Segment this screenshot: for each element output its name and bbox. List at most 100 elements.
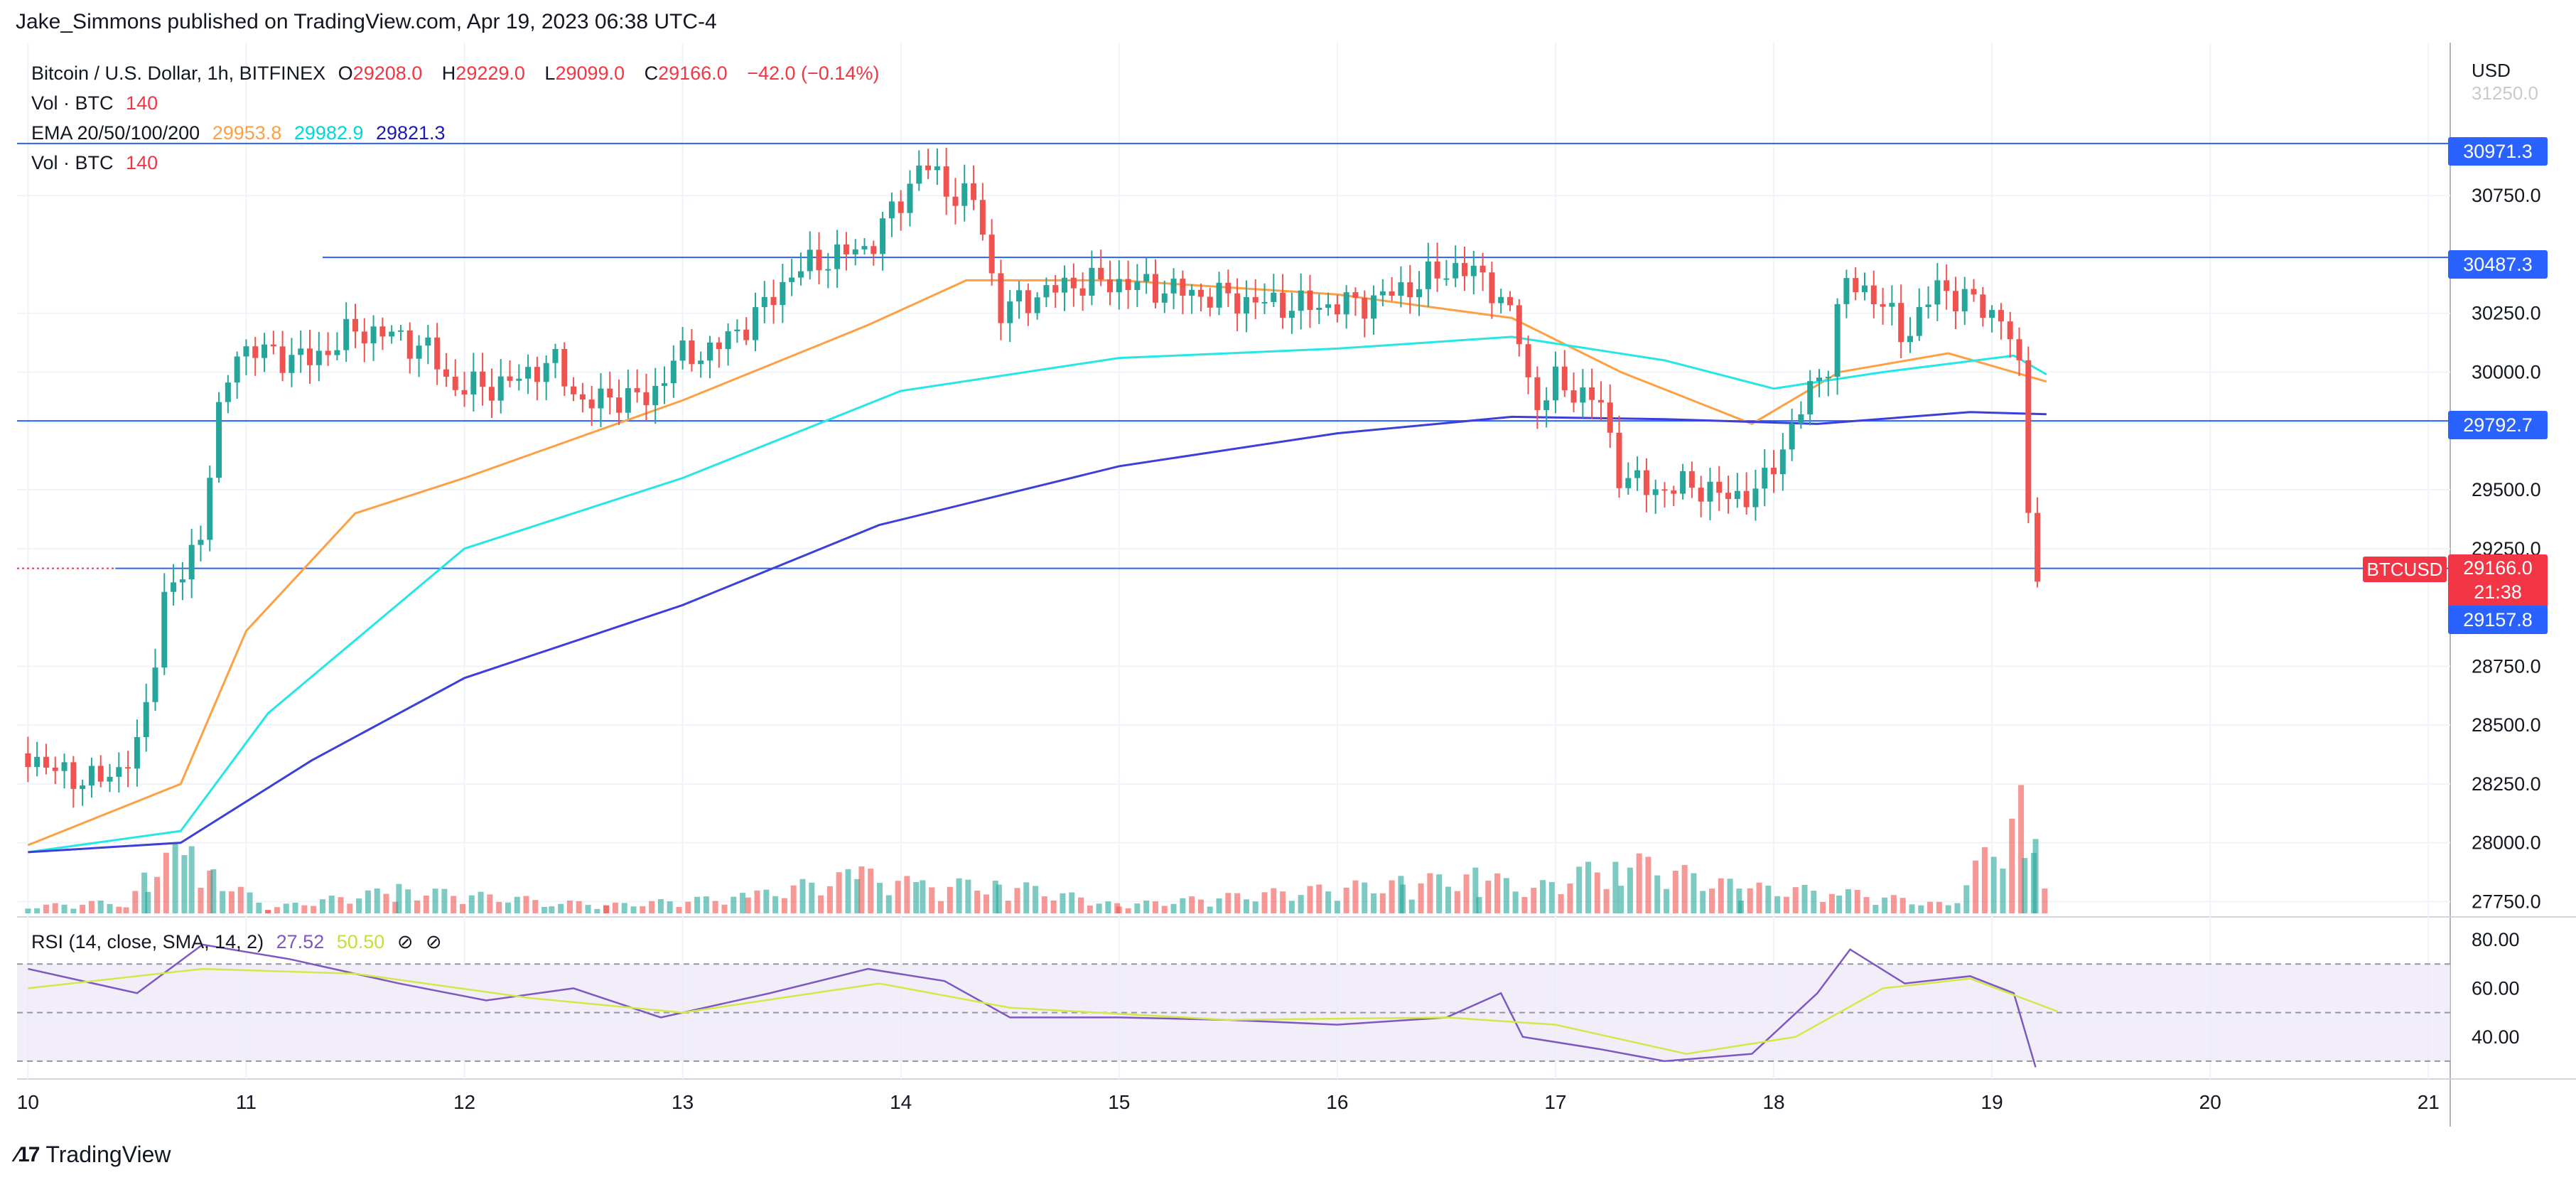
volume-label[interactable]: Vol · BTC [31, 92, 114, 114]
candle-body [1843, 278, 1850, 304]
volume-bar [145, 891, 151, 913]
ema-label[interactable]: EMA 20/50/100/200 [31, 122, 200, 144]
candle-body [607, 388, 613, 398]
volume-bar [920, 880, 926, 913]
volume-bar [1170, 903, 1177, 913]
candle-body [1343, 292, 1349, 315]
volume-bar [576, 901, 582, 913]
volume-label-2[interactable]: Vol · BTC [31, 152, 114, 173]
ema50-value: 29982.9 [293, 122, 364, 144]
circle-slash-icon[interactable]: ⊘ [425, 931, 442, 952]
volume-bar [854, 879, 861, 913]
candle-body [416, 345, 422, 359]
candle-body [161, 591, 168, 668]
candle-body [2007, 321, 2013, 340]
close-label: C [644, 63, 659, 84]
candle-body [361, 331, 367, 344]
volume-bar [1494, 873, 1501, 913]
candle-body [171, 582, 177, 592]
rsi-label[interactable]: RSI (14, close, SMA, 14, 2) [31, 931, 264, 952]
circle-slash-icon[interactable]: ⊘ [397, 931, 414, 952]
volume-bar [1503, 878, 1509, 913]
candle-body [80, 785, 86, 789]
candle-body [725, 331, 731, 350]
candle-body [1098, 267, 1104, 280]
candle-body [1898, 303, 1904, 343]
volume-bar [2009, 818, 2015, 913]
candle-body [1043, 285, 1050, 298]
candle-body [1752, 488, 1759, 508]
volume-bar [1727, 879, 1733, 913]
volume-bar [441, 888, 448, 913]
candle-body [1288, 311, 1295, 318]
candle-body [1980, 294, 1986, 318]
candle-body [598, 388, 604, 409]
candle-body [625, 388, 631, 413]
candle-body [852, 249, 858, 254]
volume-bar [1005, 901, 1011, 913]
candle-body [279, 346, 286, 373]
candle-body [116, 767, 122, 777]
candle-body [998, 273, 1004, 323]
time-tick-label: 17 [1544, 1091, 1566, 1113]
candle-body [761, 296, 767, 308]
bar-countdown: 21:38 [2474, 581, 2522, 603]
candle-body [1961, 289, 1968, 312]
candle-body [270, 344, 276, 347]
candle-body [389, 331, 395, 337]
candle-body [470, 371, 477, 395]
candle-body [698, 360, 704, 365]
volume-bar [141, 872, 148, 913]
volume-bar [913, 881, 920, 913]
volume-bar [1454, 891, 1460, 913]
volume-bar [1418, 883, 1424, 913]
candle-body [1652, 489, 1659, 495]
symbol-name[interactable]: Bitcoin / U.S. Dollar, 1h, BITFINEX [31, 63, 326, 84]
volume-bar [274, 907, 280, 913]
symbol-price-tag: BTCUSD [2363, 557, 2447, 582]
volume-bar [895, 881, 901, 913]
candle-body [871, 246, 877, 254]
ema20-value: 29953.8 [212, 122, 282, 144]
candle-body [843, 244, 849, 254]
volume-bar [868, 869, 874, 913]
candle-body [97, 766, 104, 782]
candle-body [888, 201, 895, 219]
rsi-sma-value: 50.50 [336, 931, 385, 952]
volume-bar [965, 879, 971, 913]
volume-bar [414, 900, 420, 913]
candle-body [861, 246, 868, 249]
volume-bar [1801, 884, 1808, 913]
candle-body [1989, 310, 1995, 318]
candle-body [1580, 387, 1586, 403]
volume-bar [929, 887, 935, 913]
last-price-label: 29166.0 21:38 [2448, 554, 2548, 610]
candle-body [679, 340, 686, 361]
candle-body [198, 539, 204, 545]
volume-bar [845, 869, 851, 913]
rsi-tick-label: 40.00 [2472, 1026, 2520, 1048]
candle-body [1106, 279, 1113, 293]
volume-bar [88, 901, 95, 913]
candle-body [1525, 344, 1531, 377]
candle-body [961, 183, 968, 206]
candle-body [1597, 399, 1604, 403]
candle-body [334, 350, 340, 355]
volume-bar [1399, 884, 1406, 913]
candle-body [1398, 282, 1404, 296]
volume-bar [1936, 901, 1942, 913]
candle-body [1352, 292, 1359, 299]
candle-body [1944, 280, 1950, 291]
volume-bar [640, 906, 646, 913]
volume-bar [405, 889, 411, 913]
candle-body [1725, 493, 1732, 500]
low-value: 29099.0 [555, 63, 625, 84]
tradingview-logo[interactable]: ⁄17 TradingView [16, 1142, 171, 1168]
candle-body [834, 244, 841, 269]
candle-body [1034, 297, 1040, 313]
candle-body [207, 478, 213, 540]
candle-body [2035, 512, 2041, 582]
ema-line [28, 335, 2047, 854]
